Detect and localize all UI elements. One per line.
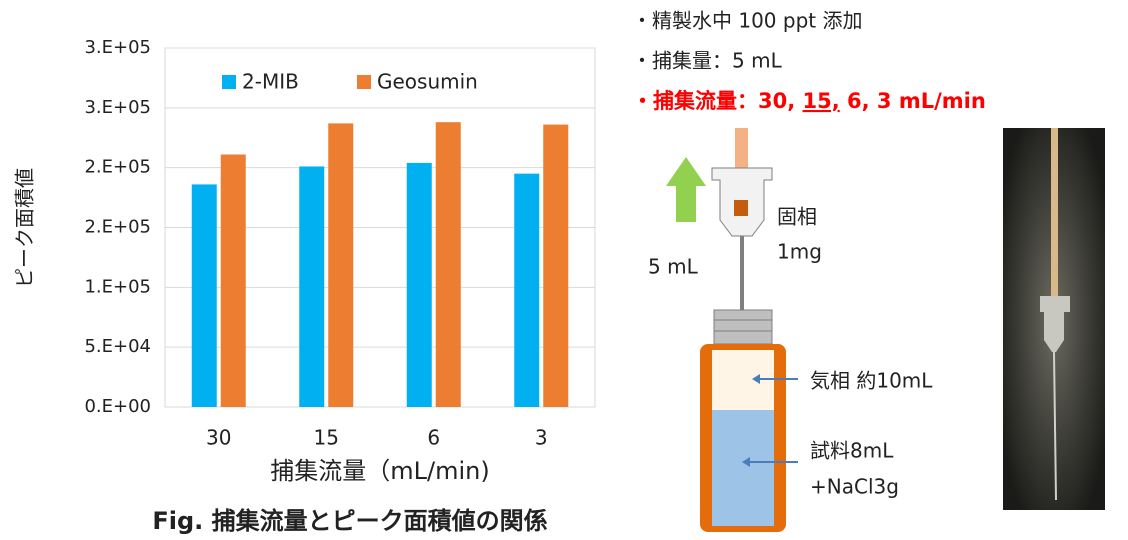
legend-swatch <box>222 75 236 89</box>
sample-liquid <box>712 410 774 526</box>
x-tick-label: 3 <box>535 426 548 450</box>
bar <box>328 123 353 407</box>
flow-arrow <box>666 157 706 222</box>
solid-phase <box>734 200 748 216</box>
caption: Fig. 捕集流量とピーク面積値の関係 <box>152 507 547 535</box>
legend-label: 2-MIB <box>242 70 299 94</box>
x-tick-label: 15 <box>314 426 339 450</box>
bar <box>514 174 539 407</box>
solid-mass-label: 1mg <box>777 240 822 264</box>
page: ピーク面積値 捕集流量（mL/min) Fig. 捕集流量とピーク面積値の関係 … <box>0 0 1128 540</box>
note: ・捕集量：5 mL <box>632 49 783 73</box>
bar <box>299 166 324 407</box>
flow-note: ・捕集流量：30, 15, 6, 3 mL/min <box>632 89 986 113</box>
flow-note-underlined: 15, <box>803 89 840 113</box>
photo-tube <box>1051 128 1058 298</box>
bar <box>407 163 432 407</box>
bar <box>192 184 217 407</box>
x-tick-label: 30 <box>206 426 231 450</box>
note: ・精製水中 100 ppt 添加 <box>632 9 862 33</box>
y-tick-label: 5.E+04 <box>84 336 151 357</box>
legend-label: Geosumin <box>377 70 478 94</box>
legend-swatch <box>357 75 371 89</box>
flow-note-part: ・捕集流量：30, <box>632 89 803 113</box>
flow-note-part: 6, 3 mL/min <box>840 89 986 113</box>
vial-cap <box>714 310 772 344</box>
y-tick-label: 0.E+00 <box>84 396 151 417</box>
x-tick-label: 6 <box>427 426 440 450</box>
bar <box>436 122 461 407</box>
solid-label: 固相 <box>777 205 817 229</box>
y-tick-label: 3.E+05 <box>84 97 151 118</box>
x-axis-title: 捕集流量（mL/min) <box>270 457 489 485</box>
y-tick-label: 2.E+05 <box>84 217 151 238</box>
volume-label: 5 mL <box>648 255 699 279</box>
diagram: ・精製水中 100 ppt 添加 ・捕集量：5 mL ・捕集流量：30, 15,… <box>632 9 1105 533</box>
y-tick-label: 2.E+05 <box>84 157 151 178</box>
y-tick-label: 3.E+05 <box>84 37 151 58</box>
sample-label: 試料8mL <box>810 439 894 463</box>
bar <box>543 125 568 407</box>
bar <box>221 155 246 407</box>
salt-label: +NaCl3g <box>810 475 899 499</box>
y-axis-title: ピーク面積値 <box>13 168 37 288</box>
gas-label: 気相 約10mL <box>810 369 933 393</box>
y-tick-label: 1.E+05 <box>84 276 151 297</box>
